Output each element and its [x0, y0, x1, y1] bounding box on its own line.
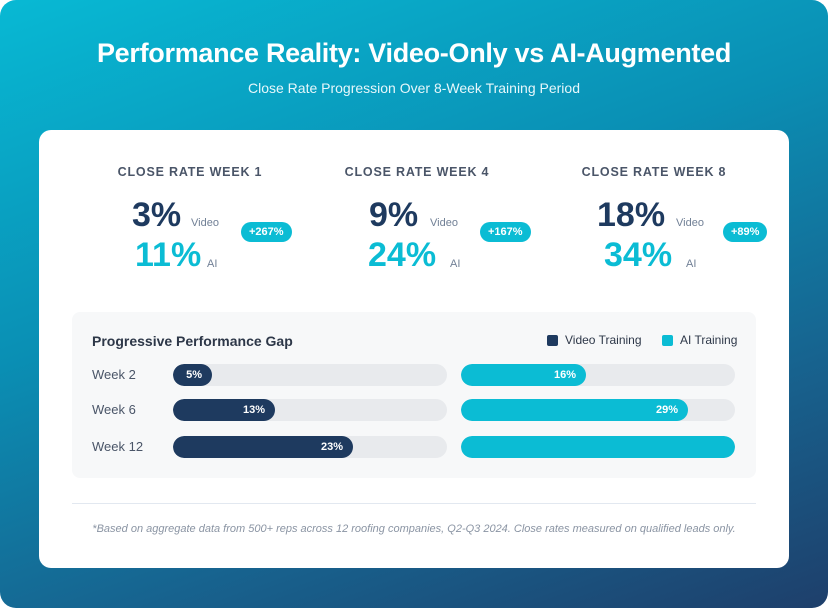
- stat-label: CLOSE RATE WEEK 8: [581, 165, 727, 179]
- stat-video-label: Video: [676, 217, 704, 229]
- stat-video-value: 18%: [597, 196, 666, 234]
- data-label: 13%: [242, 404, 265, 416]
- stat-video-label: Video: [430, 217, 458, 229]
- divider: [72, 503, 756, 504]
- bar-ai-week-6: 29%: [461, 399, 688, 421]
- tick-label-week-6: Week 6: [92, 402, 136, 417]
- footnote: *Based on aggregate data from 500+ reps …: [92, 523, 736, 535]
- data-label: 5%: [186, 369, 202, 381]
- legend-video-swatch: [547, 334, 558, 346]
- bar-ai-week-2: 16%: [461, 364, 586, 386]
- legend-video: Video Training: [547, 333, 642, 347]
- stat-ai-value: 34%: [604, 236, 673, 274]
- stat-delta-badge: +267%: [241, 222, 292, 242]
- stat-ai-label: AI: [207, 258, 218, 270]
- page-title: Performance Reality: Video-Only vs AI-Au…: [96, 38, 732, 68]
- bar-video-week-6: 13%: [173, 399, 275, 421]
- bar-track-ai: 16%: [461, 364, 735, 386]
- stat-video-value: 9%: [369, 196, 419, 234]
- stat-video-row: 9% Video: [334, 193, 534, 237]
- legend-ai-label: AI Training: [680, 333, 738, 347]
- stat-ai-value: 24%: [368, 236, 437, 274]
- stat-video-value: 3%: [132, 196, 182, 234]
- chart-title: Progressive Performance Gap: [92, 333, 293, 349]
- bar-video-week-12: 23%: [173, 436, 353, 458]
- legend-video-label: Video Training: [565, 333, 642, 347]
- bar-video-week-2: 5%: [173, 364, 212, 386]
- data-label: 23%: [320, 441, 343, 453]
- stat-ai-row: 24% AI: [334, 233, 534, 277]
- bar-track-video: 23%: [173, 436, 447, 458]
- stat-ai-label: AI: [686, 258, 697, 270]
- stat-delta-badge: +89%: [723, 222, 768, 242]
- legend-ai-swatch: [662, 334, 673, 346]
- bar-track-ai: [461, 436, 735, 458]
- tick-label-week-12: Week 12: [92, 439, 144, 454]
- content-card: CLOSE RATE WEEK 1 3% Video 11% AI +267% …: [39, 130, 789, 568]
- stat-video-label: Video: [191, 217, 219, 229]
- data-label: 16%: [553, 369, 576, 381]
- stat-ai-row: 11% AI: [110, 233, 310, 277]
- stat-video-row: 3% Video: [110, 193, 310, 237]
- stat-video-row: 18% Video: [572, 193, 772, 237]
- page-subtitle: Close Rate Progression Over 8-Week Train…: [247, 80, 580, 96]
- bar-track-video: 13%: [173, 399, 447, 421]
- stat-ai-value: 11%: [135, 236, 202, 274]
- legend-ai: AI Training: [662, 333, 737, 347]
- stat-ai-label: AI: [450, 258, 461, 270]
- bar-ai-week-12: [461, 436, 735, 458]
- bar-track-video: 5%: [173, 364, 447, 386]
- stat-label: CLOSE RATE WEEK 4: [344, 165, 490, 179]
- stat-ai-row: 34% AI: [572, 233, 772, 277]
- tick-label-week-2: Week 2: [92, 367, 136, 382]
- stat-label: CLOSE RATE WEEK 1: [117, 165, 263, 179]
- performance-gap-panel: Progressive Performance Gap Video Traini…: [72, 312, 756, 478]
- stat-delta-badge: +167%: [480, 222, 531, 242]
- bar-track-ai: 29%: [461, 399, 735, 421]
- data-label: 29%: [655, 404, 678, 416]
